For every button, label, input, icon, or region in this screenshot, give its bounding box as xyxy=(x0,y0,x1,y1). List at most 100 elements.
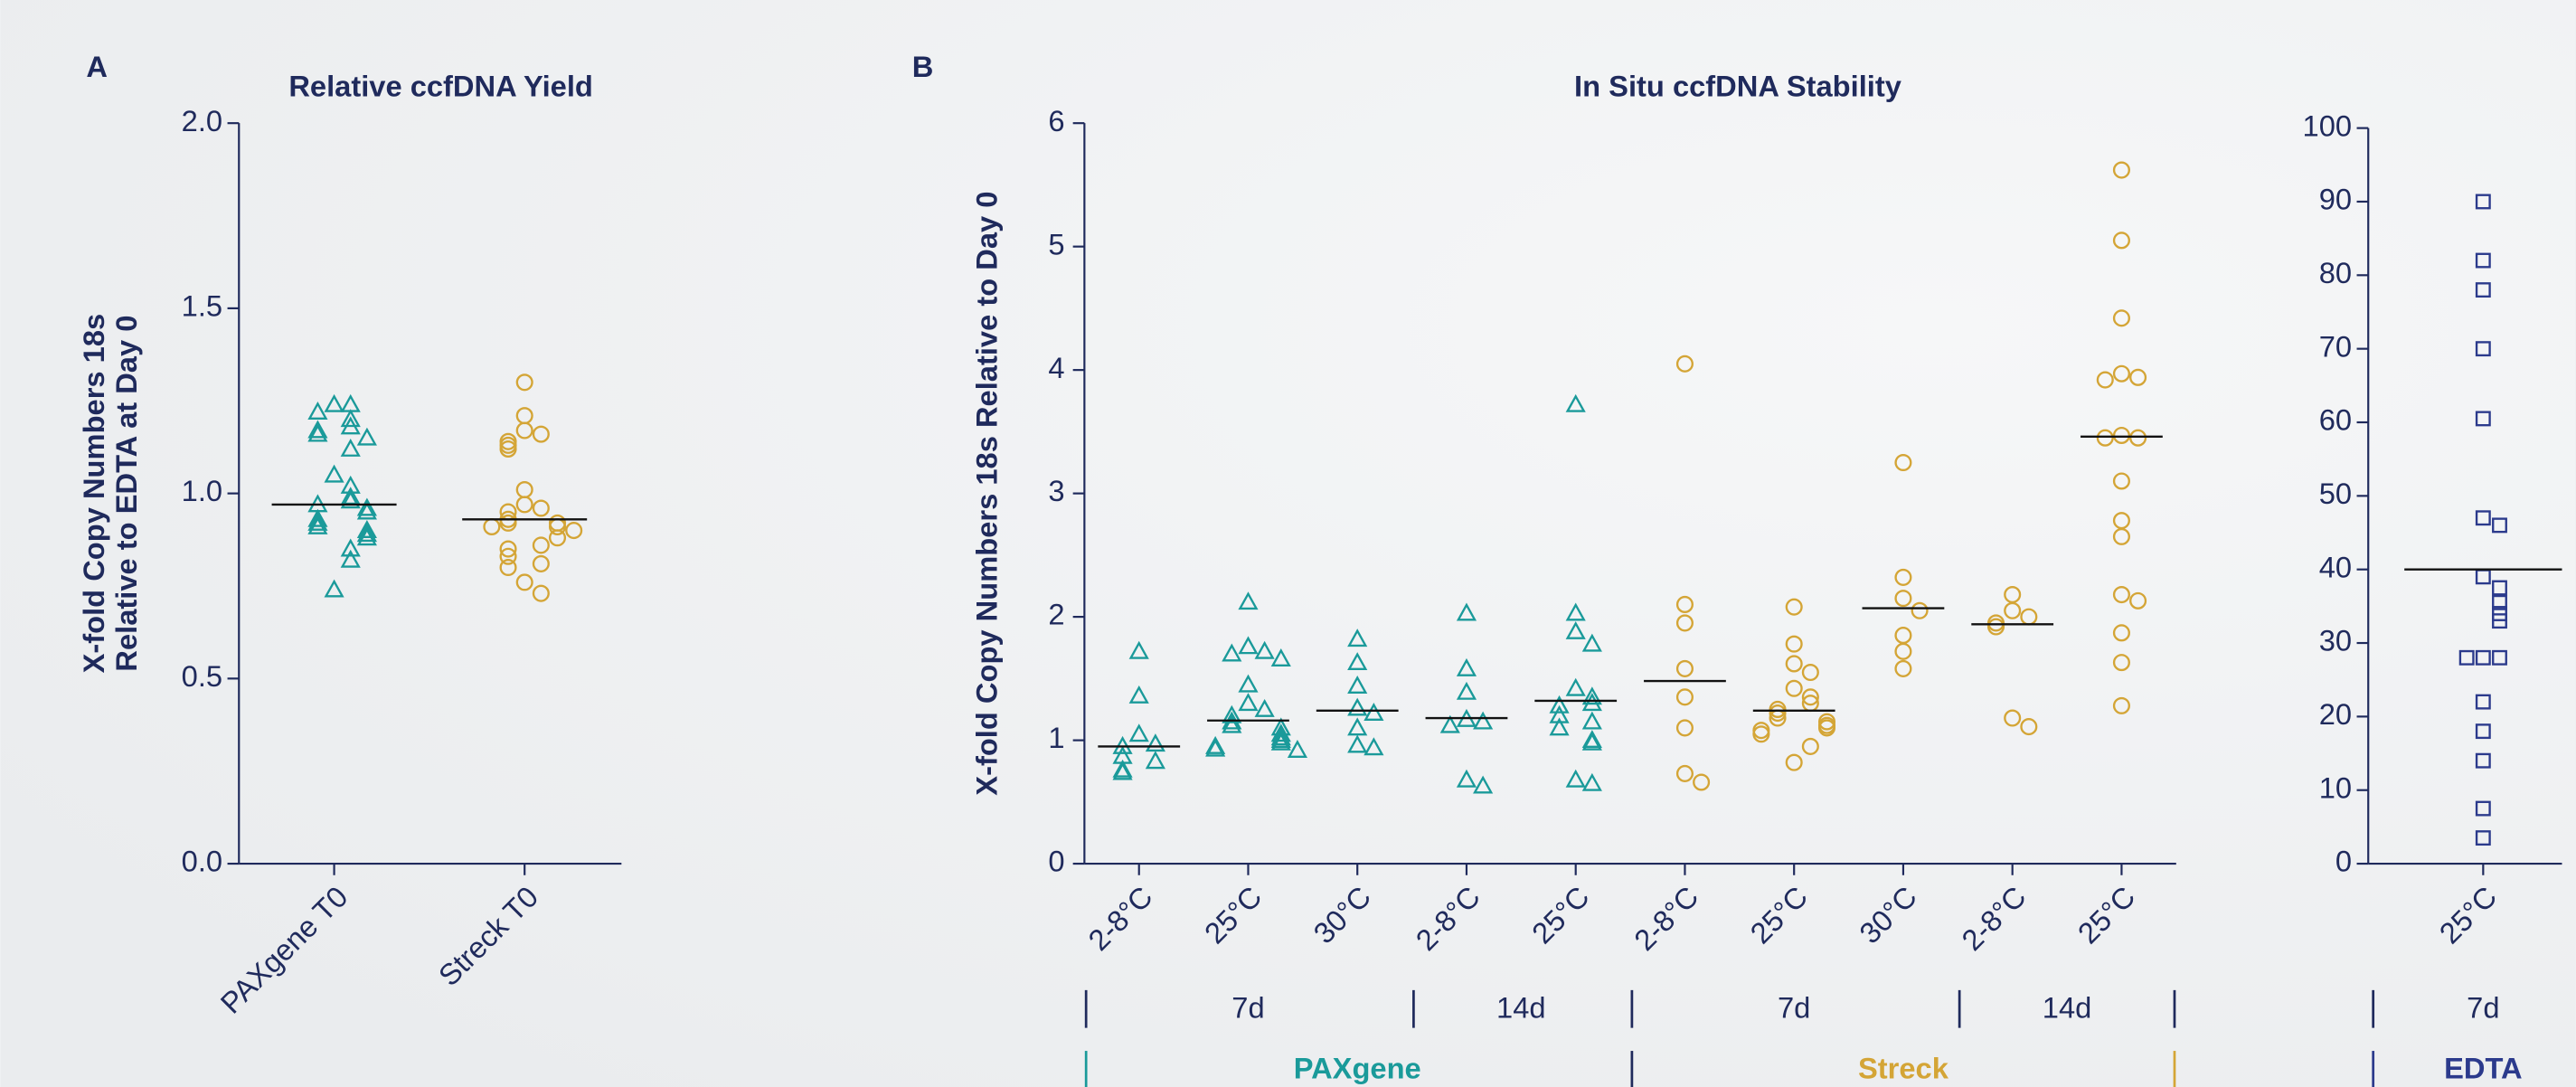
point xyxy=(1785,753,1803,771)
y-tick-label: 30 xyxy=(2319,624,2352,657)
point xyxy=(1456,657,1477,676)
point xyxy=(2112,161,2130,179)
point xyxy=(2475,194,2491,210)
point xyxy=(1238,693,1259,712)
point xyxy=(1565,602,1586,621)
point xyxy=(356,524,377,543)
point xyxy=(1785,655,1803,673)
point xyxy=(1769,704,1787,723)
panel-label: A xyxy=(86,50,108,83)
point xyxy=(356,497,377,516)
point xyxy=(2112,624,2130,642)
period-label: 14d xyxy=(2043,990,2092,1024)
point xyxy=(1549,704,1570,723)
point xyxy=(499,558,517,577)
point xyxy=(2492,594,2507,610)
point xyxy=(2004,709,2022,727)
point xyxy=(1801,737,1819,755)
y-tick-label: 70 xyxy=(2319,329,2352,363)
point xyxy=(2112,654,2130,672)
point xyxy=(1287,739,1308,758)
point xyxy=(2112,586,2130,604)
point xyxy=(1254,698,1275,717)
point xyxy=(1675,595,1694,613)
point xyxy=(499,440,517,458)
y-tick-label: 10 xyxy=(2319,770,2352,804)
point xyxy=(307,515,328,534)
y-tick-label: 3 xyxy=(1048,474,1064,507)
point xyxy=(1894,590,1912,608)
y-tick-label: 1.5 xyxy=(182,289,222,323)
point xyxy=(548,529,567,547)
y-tick-label: 1.0 xyxy=(182,474,222,507)
point xyxy=(1549,695,1570,714)
point xyxy=(1347,652,1368,671)
point xyxy=(1581,633,1602,652)
y-tick-label: 0 xyxy=(2335,845,2352,878)
point xyxy=(1565,677,1586,696)
y-tick-label: 90 xyxy=(2319,183,2352,216)
point xyxy=(307,512,328,531)
y-tick-label: 40 xyxy=(2319,550,2352,583)
point xyxy=(340,549,361,568)
point xyxy=(2475,694,2491,710)
point xyxy=(1145,751,1165,770)
point xyxy=(1205,738,1226,757)
y-axis-label: Relative to EDTA at Day 0 xyxy=(109,316,143,672)
point xyxy=(1473,711,1494,730)
point xyxy=(1473,775,1494,794)
y-tick-label: 20 xyxy=(2319,697,2352,731)
point xyxy=(1581,772,1602,791)
point xyxy=(1894,453,1912,472)
point xyxy=(1238,674,1259,693)
point xyxy=(2112,527,2130,545)
point xyxy=(1581,711,1602,730)
point xyxy=(1439,714,1460,733)
point xyxy=(307,508,328,527)
point xyxy=(2004,601,2022,619)
point xyxy=(1205,735,1226,754)
point xyxy=(2129,368,2147,386)
point xyxy=(2112,696,2130,714)
point xyxy=(2475,723,2491,740)
point xyxy=(2475,252,2491,269)
point xyxy=(532,584,550,602)
point xyxy=(2020,718,2038,736)
point xyxy=(515,373,533,392)
y-tick-label: 50 xyxy=(2319,477,2352,510)
point xyxy=(1675,659,1694,677)
point xyxy=(1270,730,1291,749)
point xyxy=(1456,681,1477,700)
point xyxy=(2112,426,2130,445)
point xyxy=(1785,679,1803,697)
point xyxy=(1549,717,1570,736)
point xyxy=(2492,649,2507,666)
point xyxy=(2475,649,2491,666)
point xyxy=(340,538,361,557)
point xyxy=(1222,714,1242,733)
point xyxy=(1145,733,1165,752)
period-label: 7d xyxy=(1231,990,1264,1024)
point xyxy=(2112,364,2130,383)
point xyxy=(356,501,377,520)
point xyxy=(1785,635,1803,653)
point xyxy=(2492,517,2507,534)
point xyxy=(1911,601,1929,619)
point xyxy=(1363,737,1384,756)
point xyxy=(1675,719,1694,737)
y-tick-label: 1 xyxy=(1048,721,1064,754)
point xyxy=(1128,685,1149,704)
point xyxy=(499,540,517,558)
y-tick-label: 5 xyxy=(1048,227,1064,260)
point xyxy=(2475,752,2491,769)
point xyxy=(515,496,533,514)
y-tick-label: 0 xyxy=(1048,845,1064,878)
point xyxy=(1986,618,2005,636)
point xyxy=(1894,568,1912,586)
point xyxy=(1238,636,1259,655)
point xyxy=(1347,717,1368,736)
point xyxy=(2475,341,2491,357)
point xyxy=(340,490,361,509)
point xyxy=(1222,643,1242,662)
point xyxy=(499,514,517,532)
